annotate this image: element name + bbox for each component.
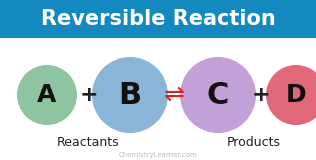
Text: Products: Products xyxy=(227,136,281,149)
Text: Reversible Reaction: Reversible Reaction xyxy=(41,9,275,29)
Text: Reactants: Reactants xyxy=(57,136,119,149)
Circle shape xyxy=(92,57,168,133)
Text: B: B xyxy=(118,80,142,109)
Circle shape xyxy=(17,65,77,125)
Circle shape xyxy=(180,57,256,133)
Text: A: A xyxy=(37,83,57,107)
Bar xyxy=(0,0,316,38)
Circle shape xyxy=(266,65,316,125)
Text: ⇌: ⇌ xyxy=(163,83,185,107)
Text: D: D xyxy=(286,83,306,107)
Text: +: + xyxy=(80,85,98,105)
Text: ChemistryLearner.com: ChemistryLearner.com xyxy=(118,152,198,158)
Text: C: C xyxy=(207,80,229,109)
Text: +: + xyxy=(252,85,270,105)
